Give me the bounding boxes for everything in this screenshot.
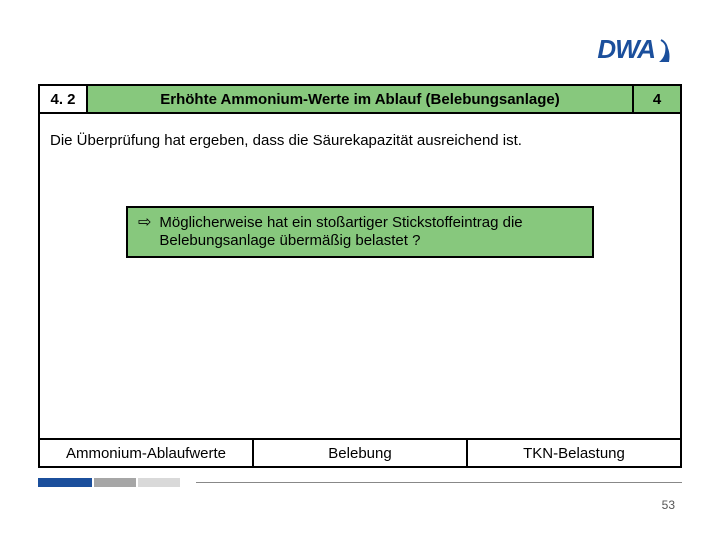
brand-logo: DWA <box>597 34 675 65</box>
arrow-right-icon: ⇨ <box>138 214 151 250</box>
footer-bar <box>38 478 92 487</box>
step-number: 4 <box>632 86 680 112</box>
logo-text: DWA <box>597 34 655 65</box>
footer-bar <box>138 478 180 487</box>
footer-rule <box>196 482 682 483</box>
callout-text: Möglicherweise hat ein stoßartiger Stick… <box>159 214 582 250</box>
footer-decoration <box>38 478 682 498</box>
section-number: 4. 2 <box>40 86 88 112</box>
logo-swoosh-icon <box>657 36 675 64</box>
callout-box: ⇨ Möglicherweise hat ein stoßartiger Sti… <box>126 206 594 258</box>
tab-belebung[interactable]: Belebung <box>252 440 466 466</box>
panel-header: 4. 2 Erhöhte Ammonium-Werte im Ablauf (B… <box>40 86 680 114</box>
tab-tkn[interactable]: TKN-Belastung <box>466 440 680 466</box>
body-paragraph: Die Überprüfung hat ergeben, dass die Sä… <box>40 114 680 149</box>
section-title: Erhöhte Ammonium-Werte im Ablauf (Belebu… <box>88 86 632 112</box>
tab-ammonium[interactable]: Ammonium-Ablaufwerte <box>40 440 252 466</box>
footer-color-bars <box>38 478 180 487</box>
bottom-tabs: Ammonium-Ablaufwerte Belebung TKN-Belast… <box>40 438 680 466</box>
footer-bar <box>94 478 136 487</box>
content-panel: 4. 2 Erhöhte Ammonium-Werte im Ablauf (B… <box>38 84 682 468</box>
page-number: 53 <box>662 498 675 512</box>
